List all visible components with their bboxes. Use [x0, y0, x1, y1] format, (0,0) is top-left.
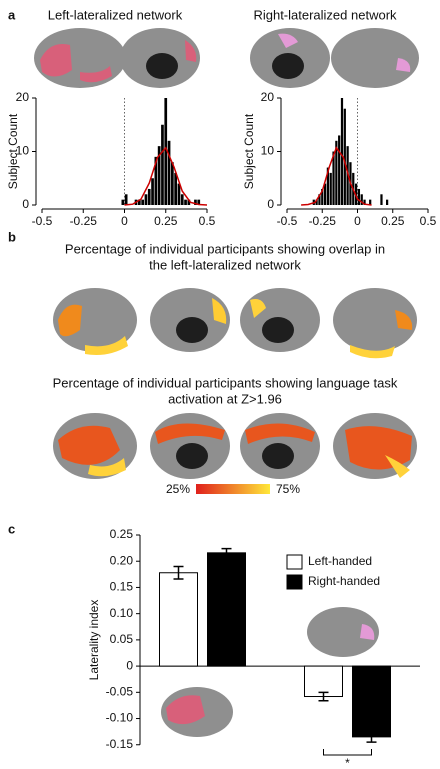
histogram-bar — [330, 173, 332, 205]
brain-images-a — [34, 28, 419, 88]
x-tick-label: 0 — [354, 214, 361, 228]
x-tick-label: -0.5 — [32, 214, 53, 228]
x-tick-label: 0.5 — [199, 214, 216, 228]
chart-title: Right-lateralized network — [253, 7, 397, 22]
colorbar-label: 25% — [166, 482, 190, 496]
panel-label: a — [8, 7, 16, 22]
chart-title: Left-lateralized network — [48, 7, 183, 22]
histogram-bar — [341, 98, 343, 205]
section-title: Percentage of individual participants sh… — [65, 241, 385, 256]
x-tick-label: -0.5 — [277, 214, 298, 228]
y-tick-label: 0.20 — [110, 553, 134, 567]
y-tick-label: 0.15 — [110, 580, 134, 594]
section-title: the left-lateralized network — [149, 257, 301, 272]
y-tick-label: 20 — [16, 90, 30, 104]
annotation: * — [345, 756, 350, 769]
y-tick-label: -0.05 — [106, 684, 134, 698]
x-tick-label: 0.25 — [154, 214, 178, 228]
histogram-bar — [324, 184, 326, 205]
y-tick-label: 0 — [267, 197, 274, 211]
histogram-bar — [338, 135, 340, 205]
histogram-bar — [171, 162, 174, 205]
x-tick-label: -0.25 — [309, 214, 337, 228]
panel-label: c — [8, 521, 15, 536]
y-tick-label: 10 — [261, 144, 275, 158]
figure: a b c — [0, 0, 440, 769]
histogram-bar — [358, 189, 360, 205]
colorbar-gradient — [196, 484, 270, 494]
bar — [208, 553, 246, 666]
y-tick-label: -0.10 — [106, 711, 134, 725]
y-tick-label: 0.05 — [110, 632, 134, 646]
y-tick-label: 10 — [16, 144, 30, 158]
y-axis-label: Laterality index — [87, 600, 101, 681]
legend-swatch — [287, 555, 302, 569]
histogram-bar — [141, 200, 144, 205]
y-tick-label: 0 — [22, 197, 29, 211]
bar — [353, 666, 391, 737]
histogram-bar — [181, 194, 184, 205]
panel-label: b — [8, 229, 16, 244]
y-tick-label: 0.25 — [110, 527, 134, 541]
section-title: activation at Z>1.96 — [168, 391, 282, 406]
colorbar-label: 75% — [276, 482, 300, 496]
colorbar: 25% 75% — [166, 482, 300, 496]
legend-label: Left-handed — [308, 554, 372, 568]
significance-bracket — [324, 749, 372, 755]
x-tick-label: -0.25 — [70, 214, 98, 228]
y-tick-label: -0.15 — [106, 737, 134, 751]
bar — [160, 573, 198, 666]
histogram-bar — [380, 194, 382, 205]
histogram-bar — [184, 200, 187, 205]
x-tick-label: 0.25 — [381, 214, 405, 228]
x-tick-label: 0 — [121, 214, 128, 228]
y-tick-label: 20 — [261, 90, 275, 104]
histogram-bar — [168, 141, 171, 205]
histogram-bar — [151, 178, 154, 205]
histogram-bar — [174, 173, 177, 205]
histogram-bar — [386, 200, 388, 205]
histogram-bar — [344, 109, 346, 205]
histogram-bar — [148, 189, 151, 205]
legend-swatch — [287, 575, 302, 589]
section-title: Percentage of individual participants sh… — [53, 375, 398, 390]
histogram-bar — [125, 194, 128, 205]
legend-label: Right-handed — [308, 574, 380, 588]
y-tick-label: 0.10 — [110, 606, 134, 620]
histogram-bar — [178, 184, 181, 205]
histogram-bar — [122, 200, 125, 205]
histogram-bar — [161, 125, 164, 205]
y-axis-label: Subject Count — [242, 113, 256, 189]
x-tick-label: 0.5 — [420, 214, 437, 228]
y-tick-label: 0 — [126, 658, 133, 672]
histogram-bar — [145, 194, 148, 205]
